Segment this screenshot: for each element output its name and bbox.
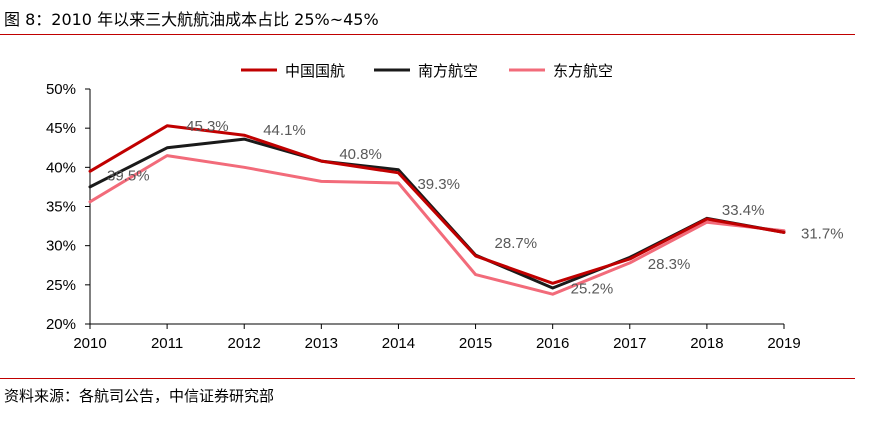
- data-label: 39.3%: [417, 176, 460, 193]
- chart-data-labels: 39.5% 45.3% 44.1% 40.8% 39.3% 28.7% 25.2% 28.3%…: [107, 118, 844, 297]
- x-tick-label: 2018: [690, 335, 723, 352]
- x-tick-label: 2014: [382, 335, 415, 352]
- source-divider: [0, 378, 855, 379]
- data-label: 44.1%: [263, 122, 306, 139]
- series-line-3: [88, 154, 786, 296]
- data-label: 31.7%: [801, 225, 844, 242]
- chart-lines: [88, 124, 786, 296]
- y-tick-label: 30%: [46, 238, 76, 255]
- figure-source: 资料来源：各航司公告，中信证券研究部: [4, 387, 275, 405]
- x-tick-label: 2012: [228, 335, 261, 352]
- data-label: 28.3%: [648, 256, 691, 273]
- x-tick-label: 2017: [613, 335, 646, 352]
- x-tick-label: 2010: [73, 335, 106, 352]
- legend-label: 中国国航: [285, 62, 345, 80]
- legend-label: 南方航空: [418, 62, 478, 80]
- x-tick-label: 2013: [305, 335, 338, 352]
- chart-legend: 中国国航 南方航空 东方航空: [241, 62, 613, 80]
- data-label: 45.3%: [186, 118, 229, 135]
- y-tick-label: 35%: [46, 199, 76, 216]
- data-label: 39.5%: [107, 167, 150, 184]
- y-tick-label: 40%: [46, 159, 76, 176]
- x-tick-label: 2015: [459, 335, 492, 352]
- legend-label: 东方航空: [553, 62, 613, 80]
- chart-axes: 20% 25% 30% 35% 40% 45% 50% 2010 2011 2012 2013 201…: [46, 81, 801, 352]
- y-tick-label: 45%: [46, 120, 76, 137]
- x-tick-label: 2019: [767, 335, 800, 352]
- x-tick-label: 2011: [151, 335, 183, 352]
- data-label: 25.2%: [571, 280, 614, 297]
- series-line-1: [88, 124, 786, 285]
- data-label: 33.4%: [722, 202, 765, 219]
- y-tick-label: 20%: [46, 316, 76, 333]
- x-tick-label: 2016: [536, 335, 569, 352]
- figure-title: 图 8：2010 年以来三大航航油成本占比 25%~45%: [4, 10, 379, 29]
- data-label: 28.7%: [495, 235, 538, 252]
- y-tick-label: 25%: [46, 277, 76, 294]
- title-divider: [0, 34, 855, 35]
- y-tick-label: 50%: [46, 81, 76, 98]
- data-label: 40.8%: [339, 146, 382, 163]
